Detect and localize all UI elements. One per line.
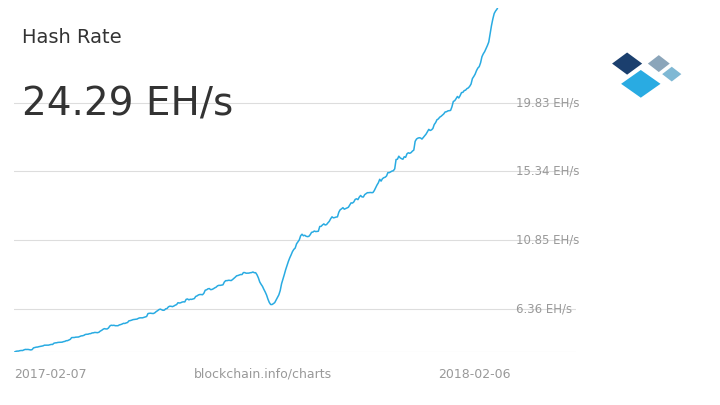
Text: 2017-02-07: 2017-02-07 [14, 368, 87, 381]
Text: 19.83 EH/s: 19.83 EH/s [516, 96, 580, 109]
Text: blockchain.info/charts: blockchain.info/charts [194, 368, 331, 381]
Text: 15.34 EH/s: 15.34 EH/s [516, 165, 580, 178]
Text: 2018-02-06: 2018-02-06 [438, 368, 510, 381]
Text: 10.85 EH/s: 10.85 EH/s [516, 233, 580, 246]
Text: Hash Rate: Hash Rate [22, 28, 121, 47]
Text: 6.36 EH/s: 6.36 EH/s [516, 302, 572, 315]
Text: 24.29 EH/s: 24.29 EH/s [22, 85, 233, 123]
